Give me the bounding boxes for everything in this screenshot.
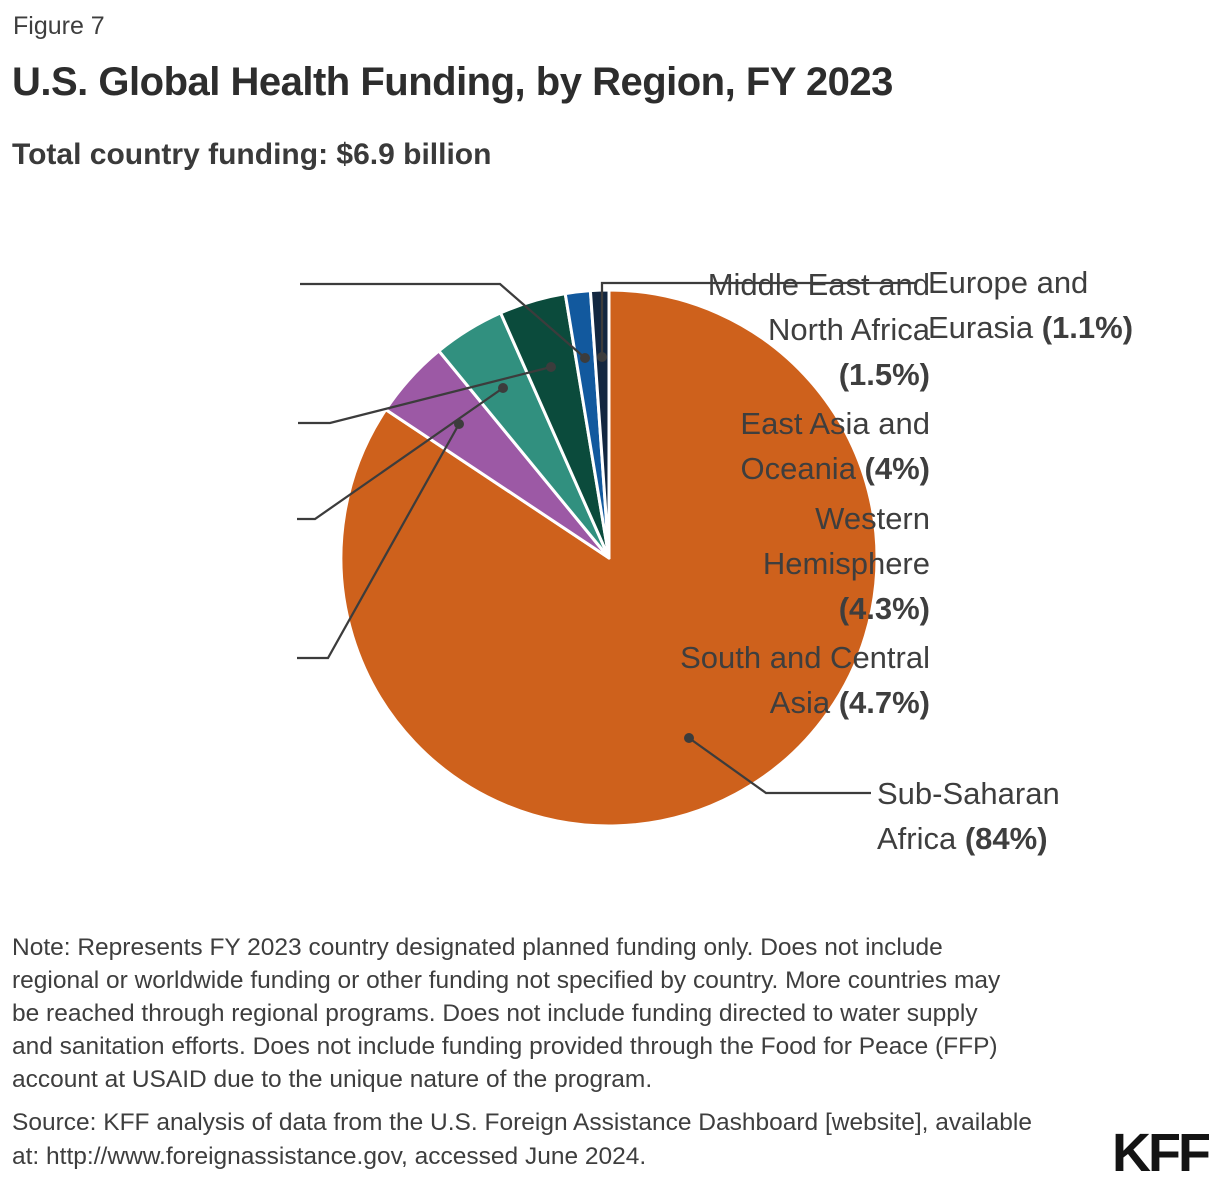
callout-label-line: Asia (4.7%) [769,685,930,720]
leader-dot-middle-east-and-north-africa [580,353,590,363]
callout-label-line: Europe and [928,265,1089,300]
callout-label-line: Eurasia (1.1%) [928,310,1134,345]
kff-logo: KFF [1112,1123,1211,1183]
callout-label-east-asia-and-oceania: East Asia and Oceania (4%) [740,401,930,491]
note-line: and sanitation efforts. Does not include… [12,1033,998,1060]
leader-line-europe-and-eurasia [600,281,916,357]
note-text: Note: Represents FY 2023 country designa… [12,931,1000,1096]
note-line: Note: Represents FY 2023 country designa… [12,934,943,961]
leader-dot-east-asia-and-oceania [546,362,556,372]
leader-line-sub-saharan-africa [688,737,871,795]
leader-line-east-asia-and-oceania [298,365,552,425]
callout-label-line: Middle East and [707,267,930,302]
source-text: Source: KFF analysis of data from the U.… [12,1106,1032,1174]
callout-label-line: Western [815,501,930,536]
callout-label-line: South and Central [680,640,930,675]
figure-label: Figure 7 [13,12,105,40]
note-line: regional or worldwide funding or other f… [12,967,1001,994]
source-line: Source: KFF analysis of data from the U.… [12,1109,1032,1136]
callout-label-line: Africa (84%) [877,821,1048,856]
leader-dot-sub-saharan-africa [684,733,694,743]
callout-label-line: East Asia and [740,406,930,441]
leader-line-south-and-central-asia [297,423,460,660]
leader-dot-europe-and-eurasia [597,352,607,362]
callout-label-line: (1.5%) [838,357,930,392]
chart-title: U.S. Global Health Funding, by Region, F… [12,60,893,104]
callout-label-line: Oceania (4%) [740,451,930,486]
callout-label-line: (4.3%) [838,591,930,626]
leader-dot-western-hemisphere [498,383,508,393]
callout-label-western-hemisphere: Western Hemisphere (4.3%) [763,496,930,631]
leader-line-middle-east-and-north-africa [300,282,586,359]
callout-label-line: North Africa [768,312,930,347]
callout-label-europe-and-eurasia: Europe and Eurasia (1.1%) [928,260,1133,350]
callout-label-sub-saharan-africa: Sub-Saharan Africa (84%) [877,771,1060,861]
source-line: at: http://www.foreignassistance.gov, ac… [12,1143,647,1170]
note-line: be reached through regional programs. Do… [12,1000,978,1027]
chart-subtitle: Total country funding: $6.9 billion [12,138,492,171]
note-line: account at USAID due to the unique natur… [12,1066,653,1093]
leader-line-western-hemisphere [297,387,504,521]
callout-label-middle-east-and-north-africa: Middle East and North Africa (1.5%) [708,262,930,397]
callout-label-line: Hemisphere [762,546,930,581]
callout-label-south-and-central-asia: South and Central Asia (4.7%) [680,635,930,725]
callout-label-line: Sub-Saharan [877,776,1060,811]
